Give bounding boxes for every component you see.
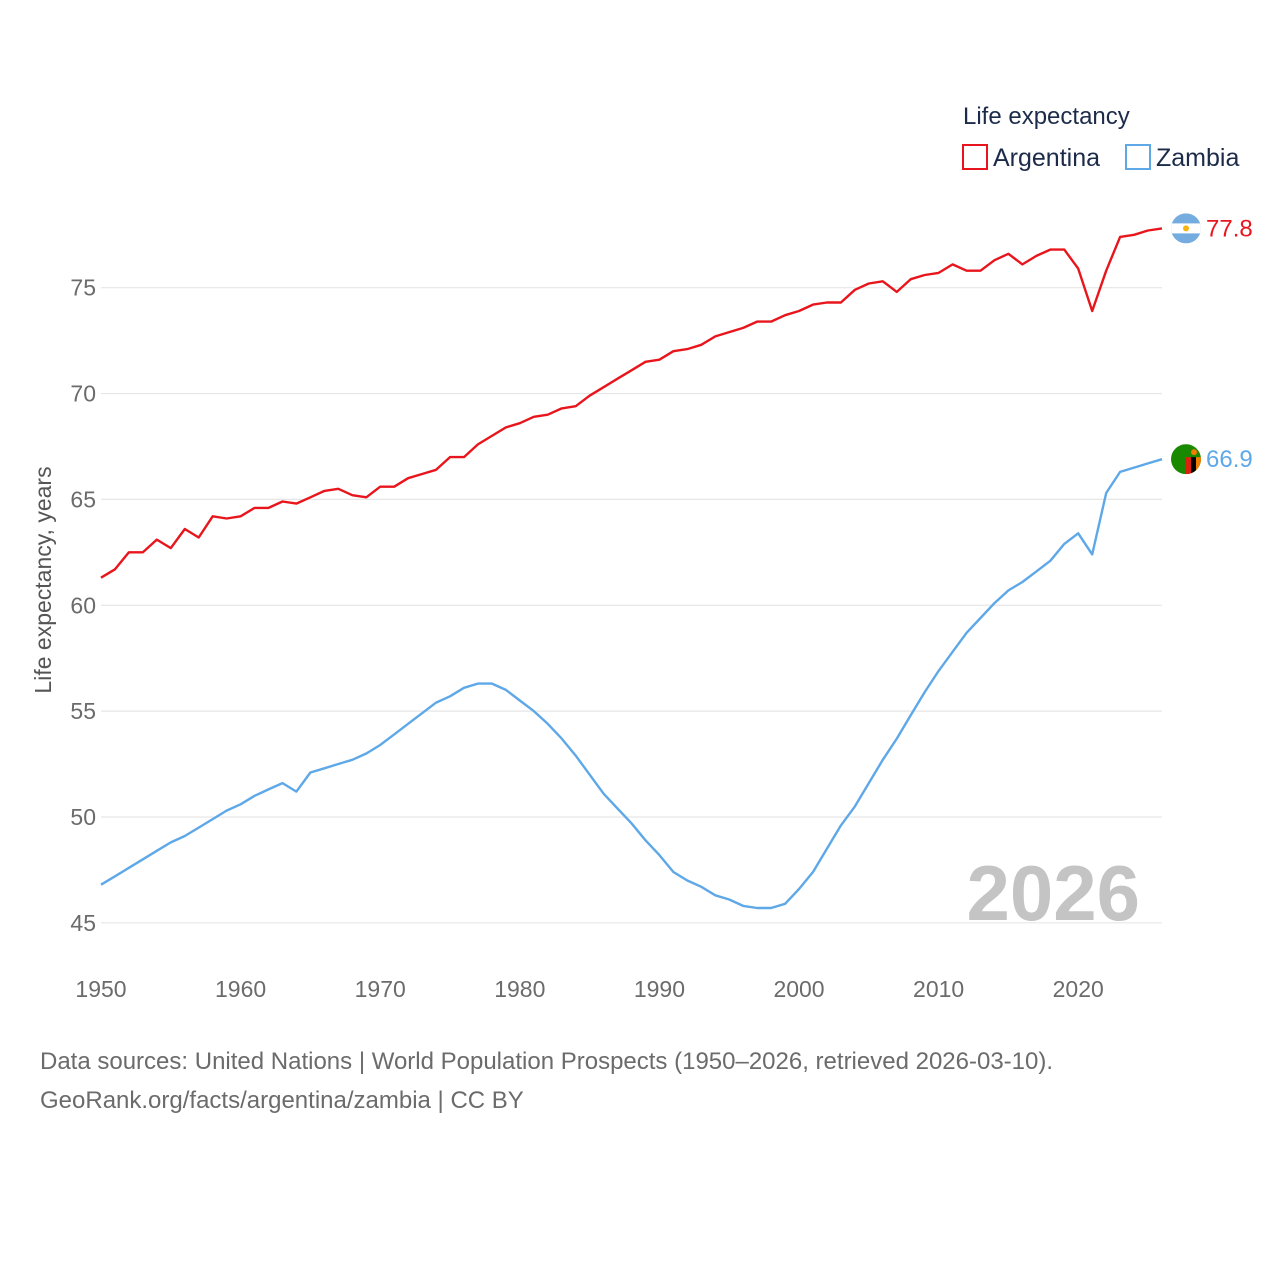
y-tick-label: 75 — [70, 275, 96, 301]
x-tick-label: 1960 — [215, 976, 266, 1002]
argentina-flag-icon — [1171, 213, 1201, 244]
y-tick-label: 60 — [70, 592, 96, 618]
zambia-flag-icon — [1171, 444, 1201, 475]
year-watermark: 2026 — [966, 849, 1140, 937]
x-tick-label: 2000 — [773, 976, 824, 1002]
legend-label-argentina: Argentina — [993, 144, 1100, 172]
source-note: Data sources: United Nations | World Pop… — [40, 1042, 1053, 1120]
x-tick-label: 2010 — [913, 976, 964, 1002]
legend-item-argentina[interactable]: Argentina — [962, 144, 1100, 172]
y-tick-label: 65 — [70, 486, 96, 512]
x-tick-label: 1970 — [355, 976, 406, 1002]
x-tick-label: 1990 — [634, 976, 685, 1002]
source-line: Data sources: United Nations | World Pop… — [40, 1048, 1054, 1075]
x-tick-label: 1950 — [75, 976, 126, 1002]
legend-swatch-argentina — [962, 144, 988, 170]
y-tick-label: 50 — [70, 804, 96, 830]
legend-item-zambia[interactable]: Zambia — [1125, 144, 1239, 172]
x-tick-label: 1980 — [494, 976, 545, 1002]
y-tick-label: 45 — [70, 910, 96, 936]
legend: Life expectancy Argentina Zambia — [962, 103, 1239, 172]
line-chart: 45 50 55 60 65 70 75 1950 1960 1970 1980 1990 2000 2… — [30, 103, 1253, 1002]
y-tick-label: 70 — [70, 381, 96, 407]
end-value-argentina: 77.8 — [1206, 215, 1253, 242]
y-axis-title: Life expectancy, years — [30, 466, 56, 693]
end-value-zambia: 66.9 — [1206, 446, 1253, 473]
end-markers: 77.8 66.9 — [1171, 213, 1253, 475]
series-line-zambia — [100, 458, 1163, 910]
series-lines — [100, 227, 1163, 910]
legend-swatch-zambia — [1125, 144, 1151, 170]
legend-label-zambia: Zambia — [1156, 144, 1239, 172]
y-axis-ticks: 45 50 55 60 65 70 75 — [70, 275, 96, 936]
gridlines — [101, 287, 1162, 924]
attribution-line: GeoRank.org/facts/argentina/zambia | CC … — [40, 1087, 524, 1114]
x-tick-label: 2020 — [1053, 976, 1104, 1002]
x-axis-ticks: 1950 1960 1970 1980 1990 2000 2010 2020 — [75, 976, 1103, 1002]
legend-title: Life expectancy — [963, 103, 1130, 130]
y-tick-label: 55 — [70, 698, 96, 724]
series-line-argentina — [100, 227, 1163, 579]
